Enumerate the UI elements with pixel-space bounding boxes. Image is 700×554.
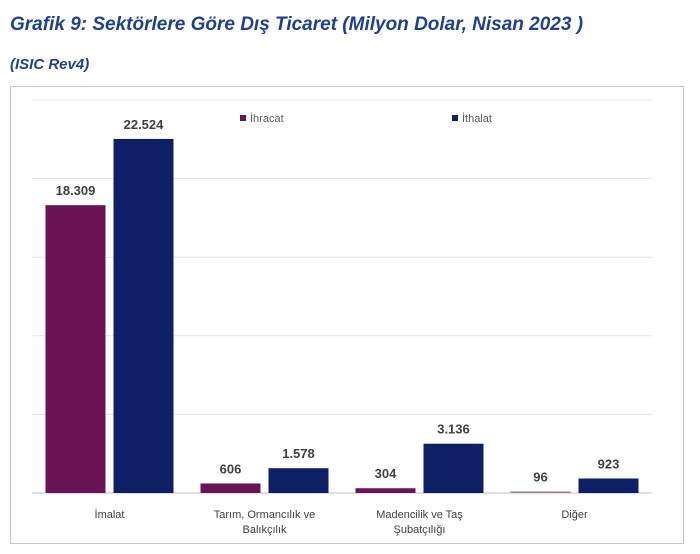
bar-ithalat — [578, 478, 639, 493]
legend-label: İthalat — [462, 112, 492, 125]
data-label: 22.524 — [124, 117, 165, 132]
data-label: 1.578 — [282, 446, 315, 461]
legend-swatch — [452, 115, 458, 121]
category-label: Balıkçılık — [242, 524, 287, 536]
data-label: 96 — [533, 469, 547, 484]
bar-ihracat — [355, 488, 416, 493]
category-label: Diğer — [561, 509, 588, 521]
data-label: 923 — [598, 456, 620, 471]
bar-ihracat — [510, 491, 571, 493]
data-label: 606 — [220, 461, 242, 476]
chart-subtitle: (ISIC Rev4) — [10, 56, 90, 73]
data-label: 3.136 — [437, 422, 470, 437]
bar-ihracat — [45, 205, 106, 493]
bar-ithalat — [268, 468, 329, 493]
category-label: Şubatçılığı — [394, 524, 446, 536]
category-label: İmalat — [95, 508, 125, 521]
chart-title: Grafik 9: Sektörlere Göre Dış Ticaret (M… — [10, 14, 584, 35]
legend-label: İhracat — [250, 112, 284, 125]
chart-frame — [10, 86, 684, 544]
category-label: Tarım, Ormancılık ve — [214, 509, 315, 521]
bar-ihracat — [200, 483, 261, 493]
bar-ithalat — [113, 138, 174, 493]
data-label: 18.309 — [56, 183, 96, 198]
category-label: Madencilik ve Taş — [376, 509, 463, 521]
bar-ithalat — [423, 443, 484, 493]
data-label: 304 — [375, 466, 397, 481]
legend-swatch — [240, 115, 246, 121]
